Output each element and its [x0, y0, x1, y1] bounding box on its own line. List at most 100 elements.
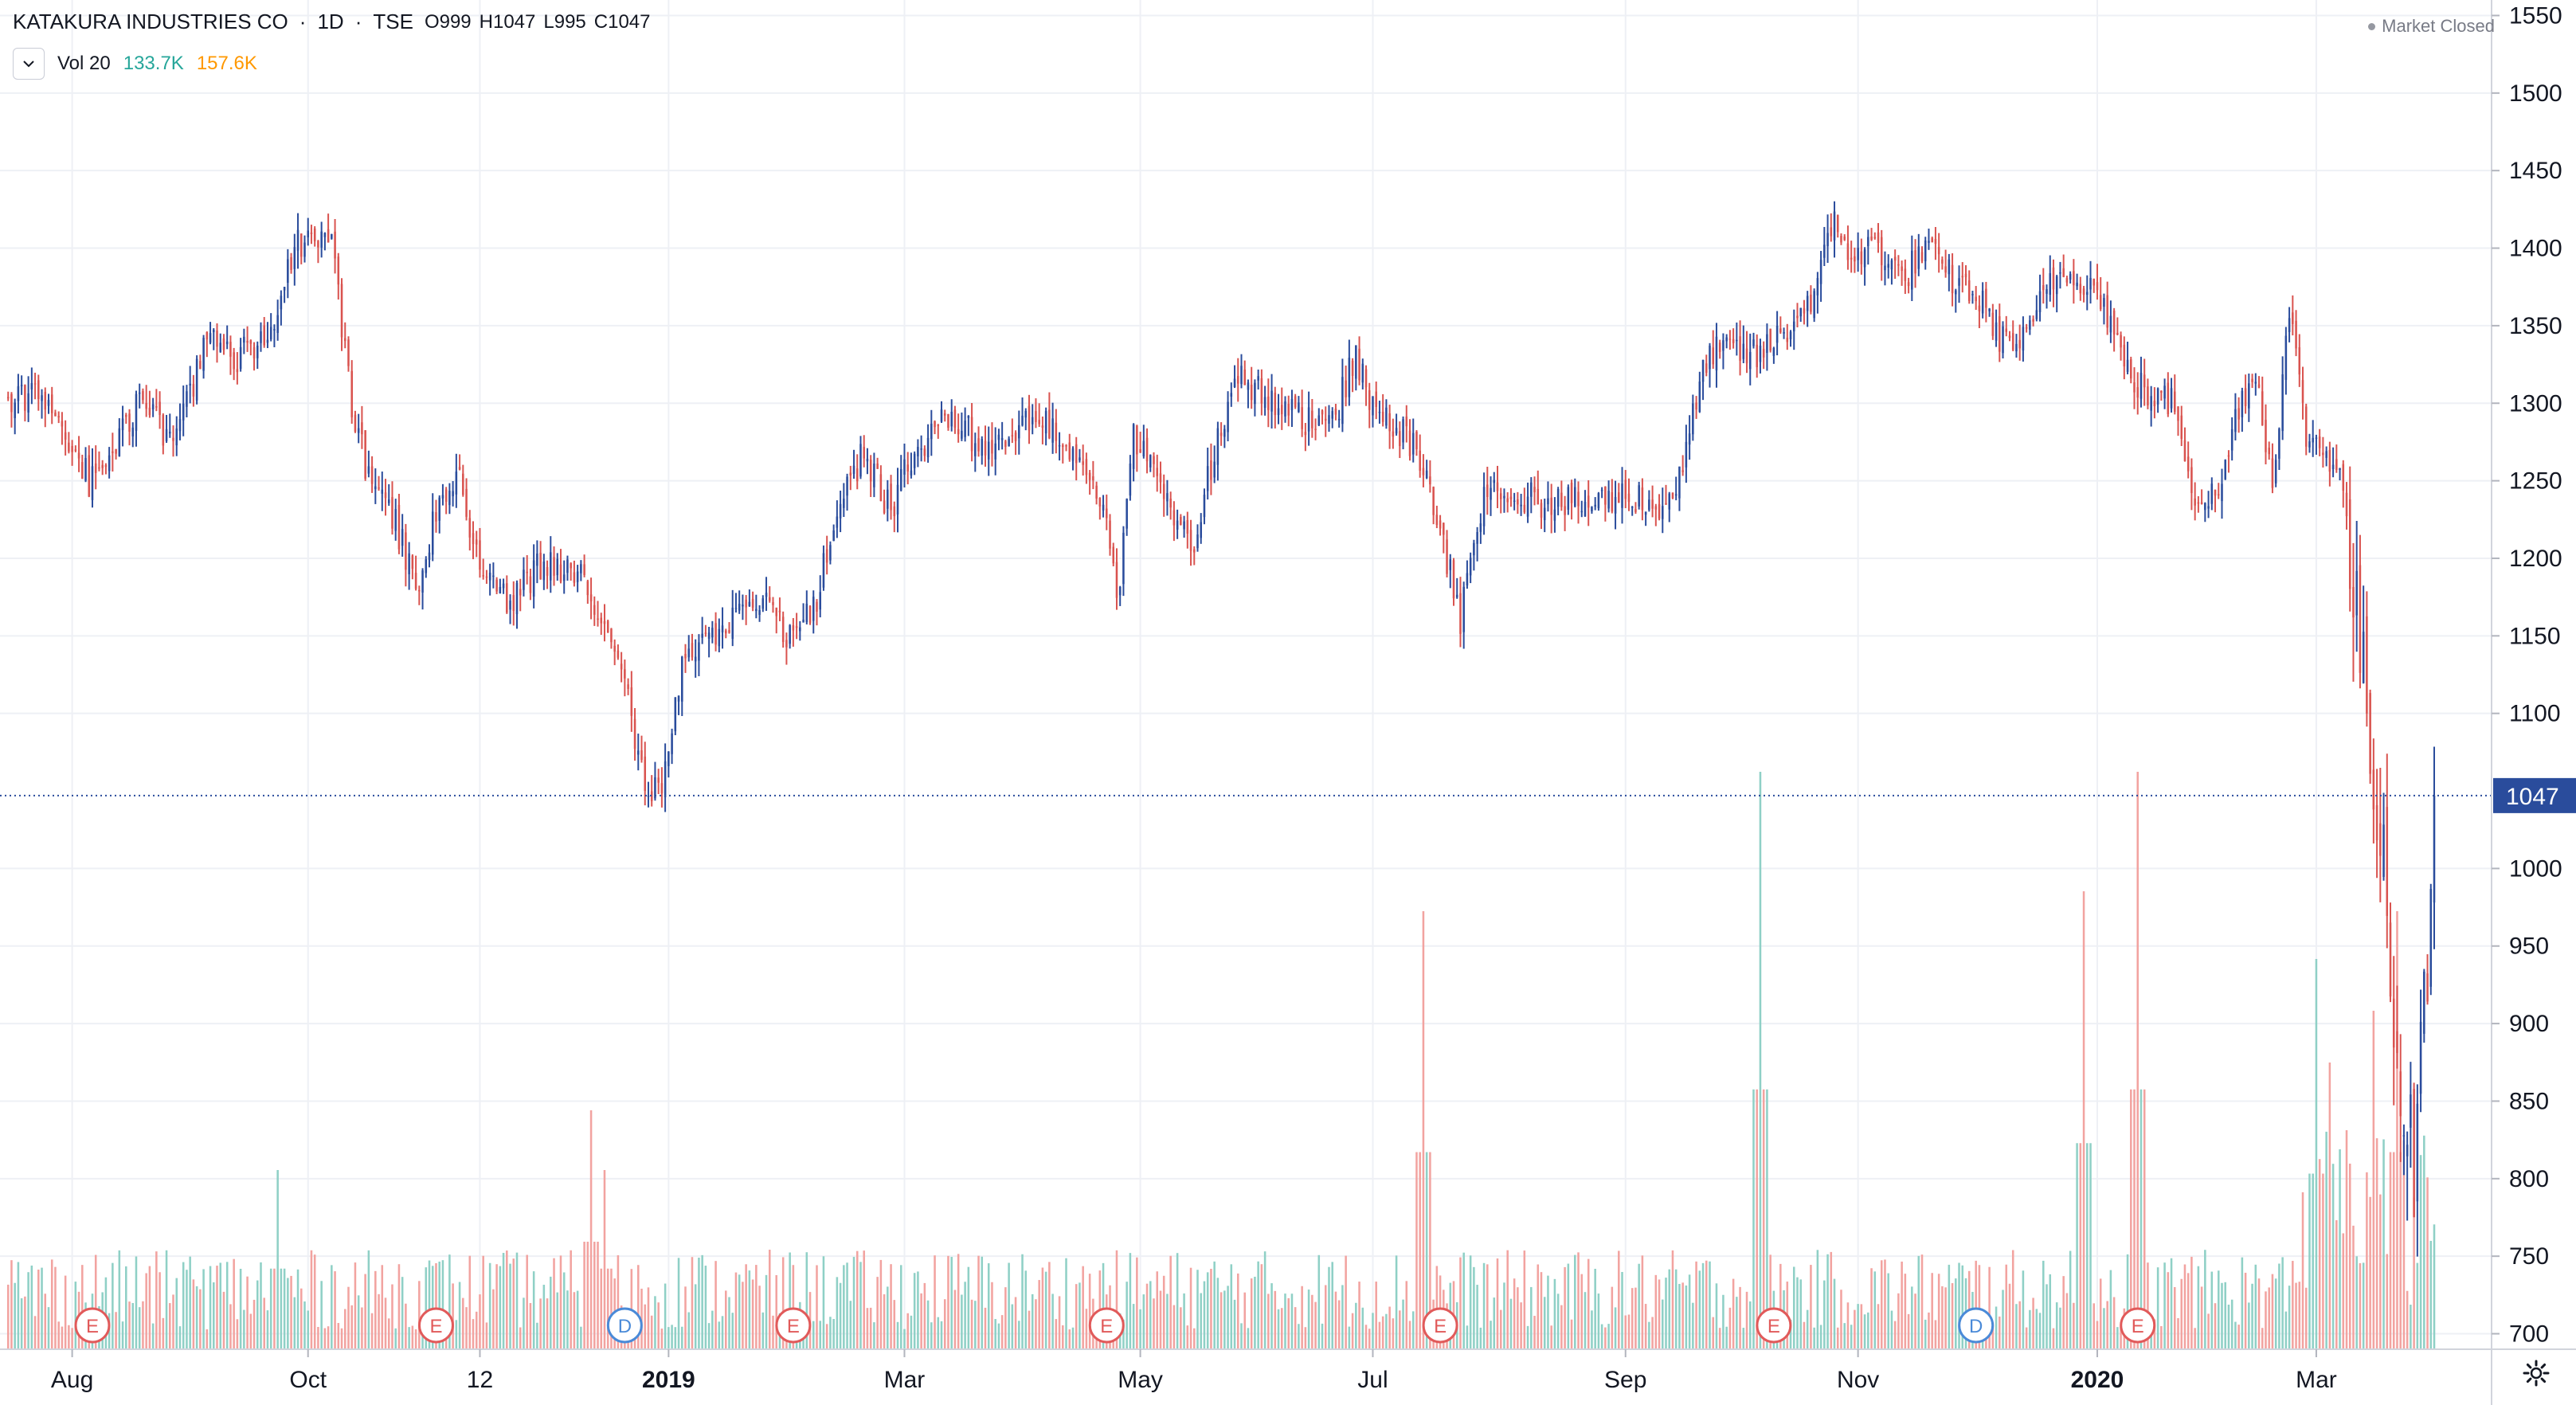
- candle-body: [1274, 393, 1277, 416]
- volume-bar: [873, 1322, 875, 1349]
- candle-body: [290, 256, 292, 270]
- price-tick-label: 800: [2509, 1166, 2549, 1192]
- chart-settings-button[interactable]: [2520, 1357, 2552, 1389]
- candle-body: [1112, 546, 1115, 564]
- candle-body: [1806, 295, 1809, 311]
- candle-body: [2339, 468, 2341, 471]
- volume-bar: [974, 1301, 977, 1349]
- volume-bar: [553, 1258, 555, 1349]
- candle-body: [606, 620, 609, 633]
- candle-body: [2335, 459, 2338, 470]
- volume-bar: [2248, 1302, 2250, 1349]
- candle-body: [209, 333, 212, 343]
- volume-bar: [37, 1269, 40, 1349]
- candle-body: [2139, 373, 2143, 399]
- volume-bar: [1597, 1293, 1600, 1349]
- candle-body: [1618, 492, 1620, 503]
- volume-bar: [967, 1266, 970, 1349]
- candle-body: [1948, 259, 1951, 275]
- volume-bar: [1082, 1266, 1084, 1349]
- candle-body: [1975, 296, 1977, 302]
- volume-bar: [1806, 1309, 1809, 1349]
- candle-body: [550, 552, 552, 581]
- volume-bar: [573, 1292, 576, 1349]
- volume-bar: [694, 1284, 697, 1349]
- volume-indicator-label[interactable]: Vol 20: [57, 53, 111, 74]
- volume-bar: [1372, 1313, 1374, 1349]
- volume-bar: [1877, 1304, 1880, 1349]
- volume-bar: [2372, 1011, 2375, 1349]
- candle-body: [1641, 487, 1644, 511]
- candle-body: [937, 425, 940, 426]
- candle-body: [1688, 433, 1691, 445]
- volume-bar: [2406, 1290, 2409, 1349]
- volume-bar: [1759, 772, 1762, 1349]
- candle-body: [2375, 804, 2378, 841]
- candle-body: [906, 464, 909, 472]
- volume-bar: [1041, 1267, 1044, 1349]
- candle-body: [1985, 288, 1987, 308]
- volume-bar: [1975, 1260, 1977, 1349]
- volume-bar: [1658, 1279, 1661, 1349]
- volume-bar: [1547, 1275, 1549, 1349]
- candle-body: [2079, 284, 2082, 294]
- volume-bar: [115, 1312, 117, 1349]
- legend-collapse-button[interactable]: [13, 48, 45, 80]
- candle-body: [2244, 388, 2247, 406]
- volume-bar: [81, 1265, 84, 1349]
- volume-bar: [539, 1298, 542, 1349]
- candle-body: [14, 402, 16, 418]
- candle-body: [33, 383, 37, 385]
- volume-bar: [1419, 1152, 1421, 1349]
- candle-body: [1486, 484, 1489, 497]
- candle-body: [1466, 573, 1469, 586]
- volume-bar: [536, 1322, 538, 1349]
- volume-bar: [343, 1309, 346, 1349]
- candle-body: [1213, 461, 1216, 478]
- candle-body: [859, 444, 862, 477]
- volume-bar: [742, 1282, 744, 1349]
- volume-bar: [1955, 1278, 1957, 1349]
- candle-body: [1109, 520, 1111, 549]
- candle-body: [1564, 506, 1566, 515]
- volume-bar: [206, 1329, 209, 1349]
- symbol-name[interactable]: KATAKURA INDUSTRIES CO: [13, 10, 288, 33]
- volume-bar: [1236, 1273, 1239, 1349]
- candle-body: [707, 632, 711, 640]
- volume-bar: [1662, 1299, 1664, 1349]
- candle-body: [816, 601, 818, 612]
- volume-bar: [768, 1250, 771, 1349]
- volume-bar: [313, 1254, 316, 1349]
- candle-body: [121, 418, 124, 431]
- volume-bar: [1065, 1258, 1067, 1349]
- volume-bar: [1584, 1292, 1587, 1349]
- candle-body: [2130, 359, 2132, 379]
- candle-body: [1372, 396, 1374, 416]
- candle-body: [917, 447, 919, 456]
- candle-body: [664, 761, 667, 797]
- time-axis[interactable]: Aug Oct 12 2019 Mar May Jul Sep Nov 2020 Mar: [51, 1349, 2337, 1393]
- candle-body: [2032, 319, 2034, 322]
- candle-body: [1139, 449, 1141, 453]
- candle-body: [276, 315, 279, 334]
- volume-bar: [866, 1308, 869, 1349]
- volume-bar: [2268, 1287, 2270, 1349]
- candle-body: [570, 563, 572, 569]
- candle-body: [2109, 315, 2112, 333]
- volume-bar: [2352, 1225, 2355, 1349]
- candle-body: [523, 569, 525, 590]
- candle-body: [792, 625, 795, 631]
- candle-body: [2194, 498, 2196, 506]
- volume-bar: [1695, 1261, 1697, 1349]
- candle-body: [1446, 539, 1448, 574]
- candle-body: [2022, 327, 2025, 351]
- candle-body: [1129, 463, 1132, 496]
- candle-body: [162, 414, 165, 446]
- candle-body: [135, 393, 138, 431]
- candle-body: [802, 620, 805, 623]
- volume-bar: [128, 1301, 131, 1349]
- volume-bar: [1880, 1260, 1883, 1349]
- interval-label[interactable]: 1D: [317, 10, 344, 33]
